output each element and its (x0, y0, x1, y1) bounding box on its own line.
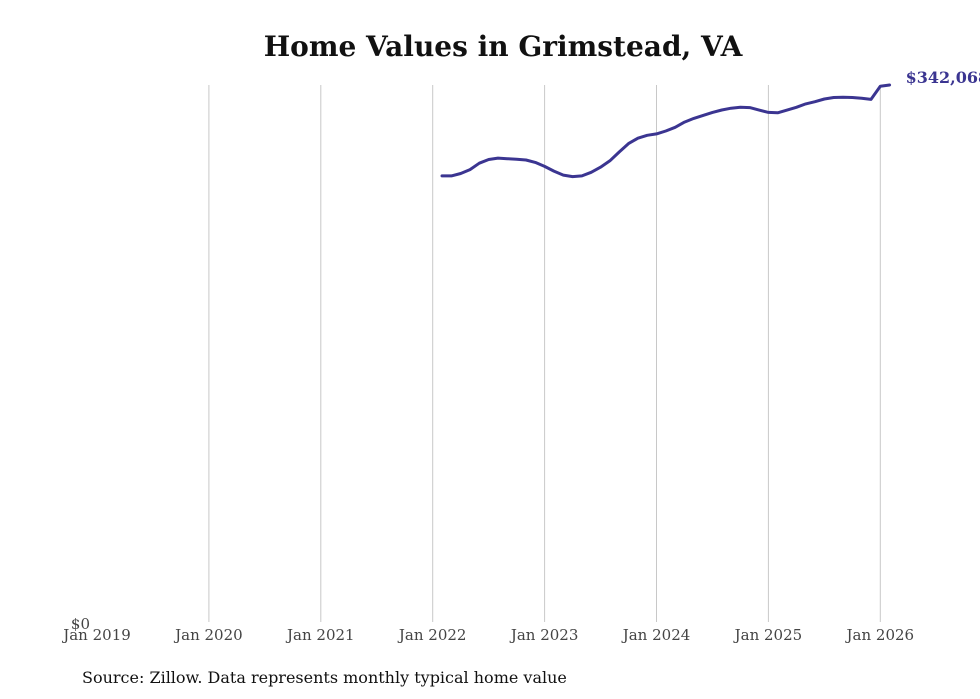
x-tick-label: Jan 2020 (173, 626, 243, 644)
x-tick-label: Jan 2023 (509, 626, 579, 644)
x-tick-label: Jan 2021 (285, 626, 355, 644)
end-value-label: $342,068 (906, 68, 980, 87)
source-note: Source: Zillow. Data represents monthly … (82, 668, 567, 687)
series-line (440, 83, 892, 179)
chart-title: Home Values in Grimstead, VA (263, 30, 743, 63)
series-layer (440, 83, 892, 179)
tick-labels: Jan 2019 Jan 2020 Jan 2021 Jan 2022 Jan 2023… (61, 68, 980, 644)
y-tick-label: $0 (71, 615, 90, 633)
x-tick-label: Jan 2022 (397, 626, 467, 644)
x-tick-label: Jan 2025 (733, 626, 803, 644)
gridlines (208, 85, 881, 622)
x-tick-label: Jan 2026 (845, 626, 915, 644)
x-tick-label: Jan 2019 (61, 626, 131, 644)
x-tick-label: Jan 2024 (621, 626, 691, 644)
